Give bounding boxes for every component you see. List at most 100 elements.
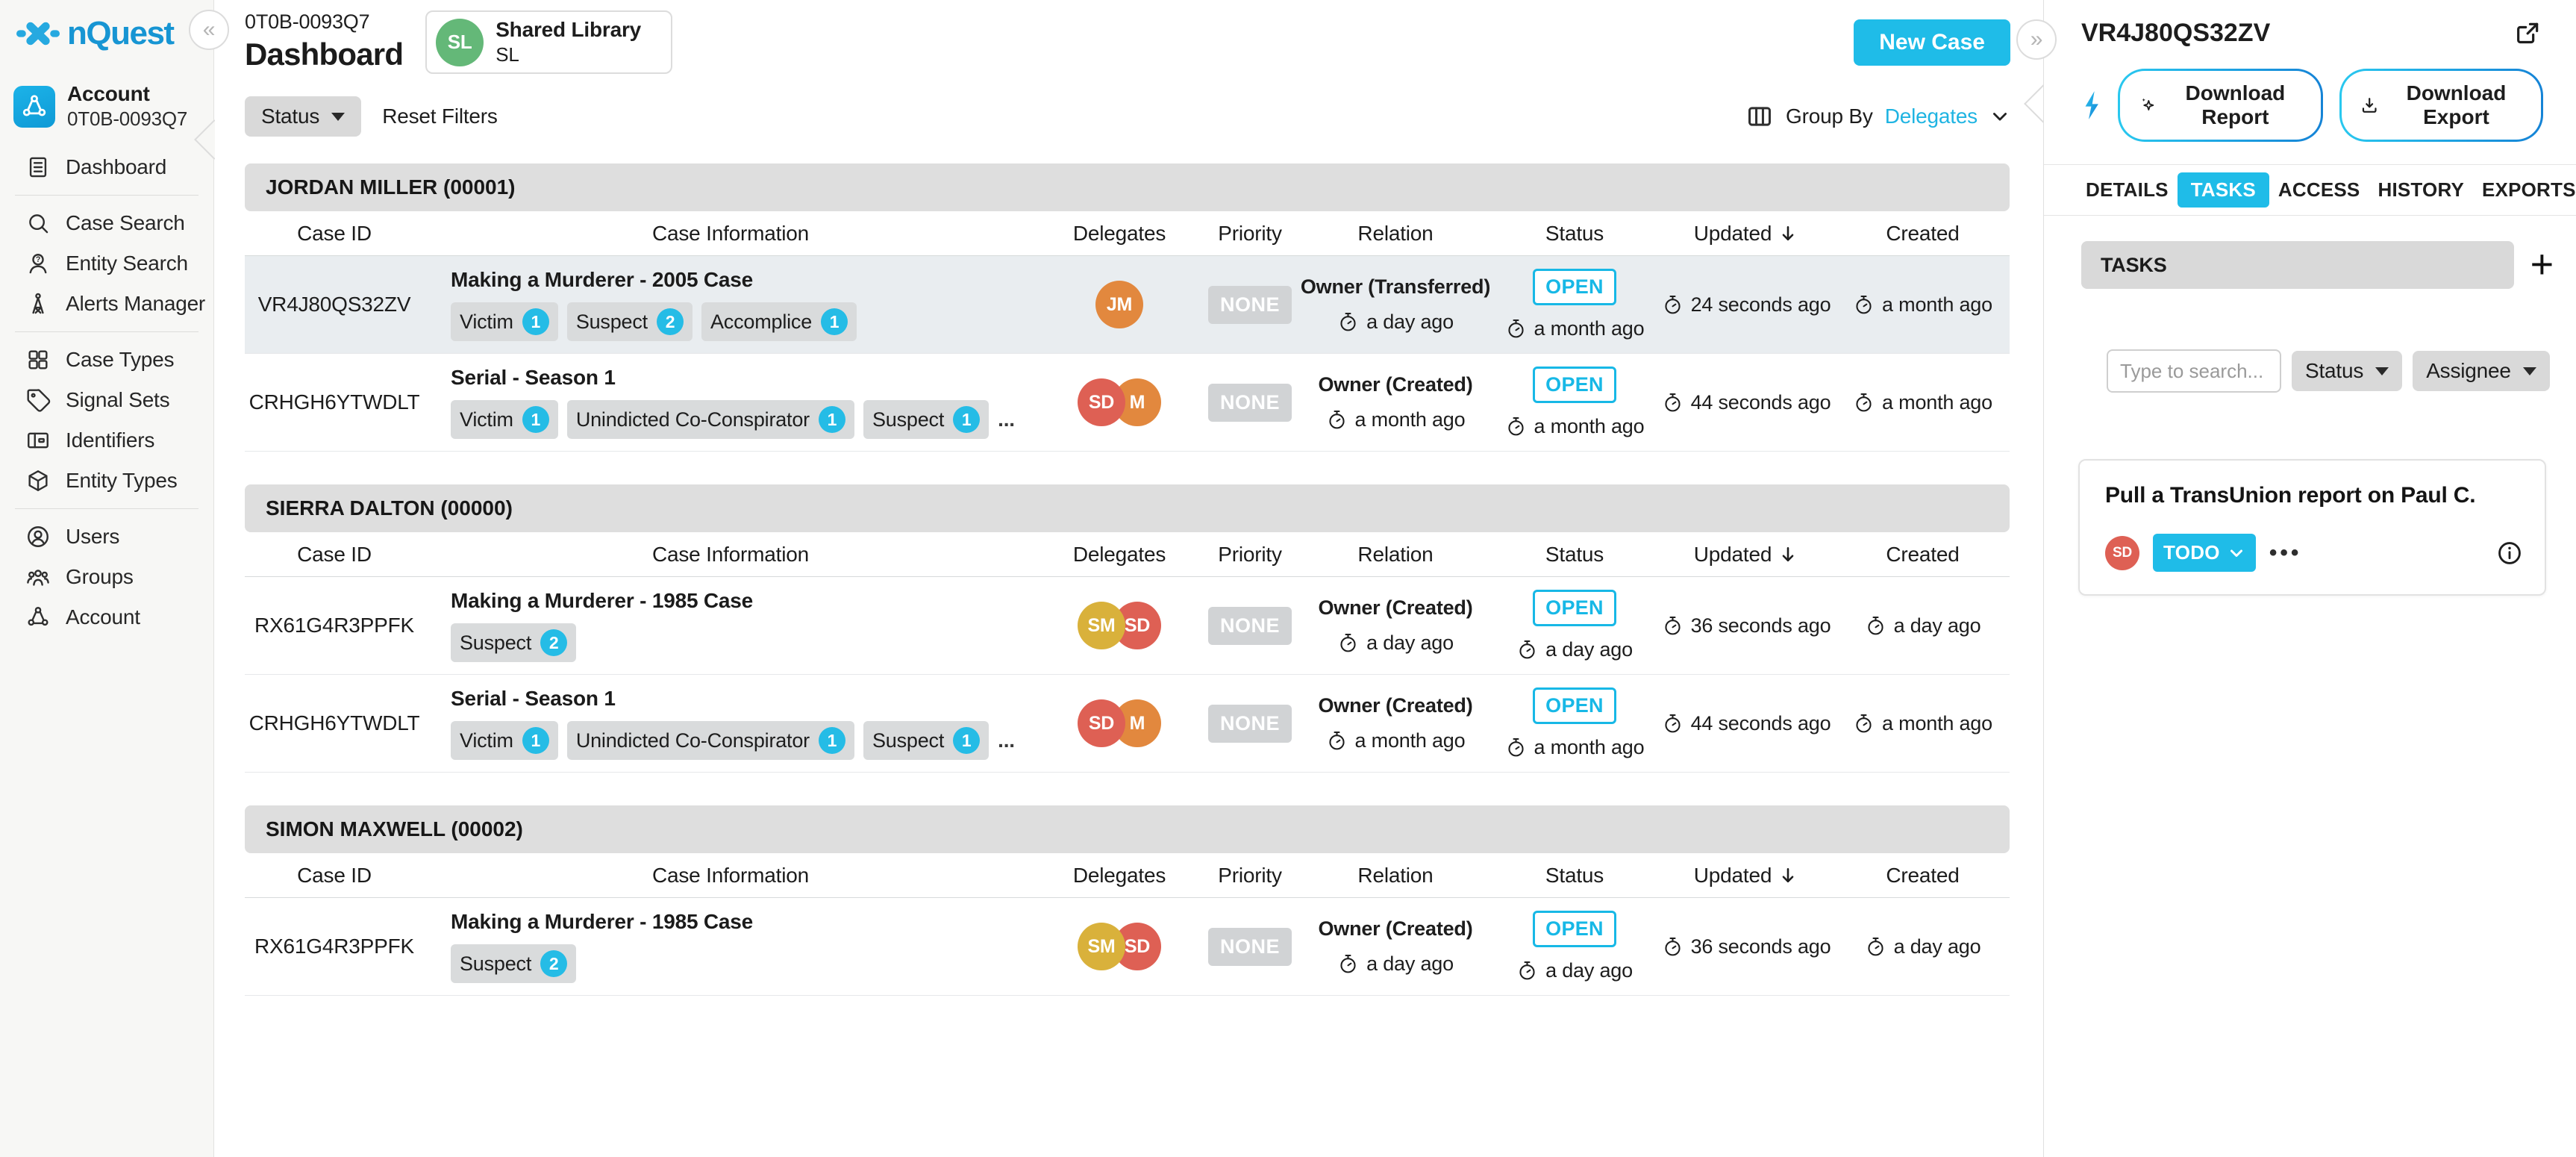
priority-badge: NONE [1207,927,1292,966]
reset-filters-button[interactable]: Reset Filters [382,105,498,128]
case-row[interactable]: RX61G4R3PPFK Making a Murderer - 1985 Ca… [245,577,2010,675]
stopwatch-icon [1856,714,1872,732]
sidebar-item-case-search[interactable]: Case Search [0,203,213,243]
case-title: Serial - Season 1 [451,687,616,710]
tag-label: Suspect [872,408,945,431]
shared-library-card[interactable]: SL Shared Library SL [425,10,673,74]
task-status-button[interactable]: TODO [2153,534,2256,572]
delegate-avatar: SD [1078,699,1125,747]
tab-tasks[interactable]: TASKS [2177,172,2269,208]
tag-count-badge: 2 [540,950,568,977]
relation-cell: Owner (Created) a day ago [1298,917,1492,976]
case-tags: Suspect 2 [451,944,1022,983]
breadcrumb-account-id: 0T0B-0093Q7 [245,10,370,33]
tasks-section-header[interactable]: TASKS [2081,241,2514,289]
column-header-updated[interactable]: Updated [1657,222,1836,246]
status-cell: OPEN a month ago [1492,269,1657,340]
menu-divider [15,508,198,509]
account-title: Account [67,82,150,105]
sidebar-collapse-button[interactable]: « [189,10,229,50]
group-by-dropdown[interactable]: Group By Delegates [1745,102,2010,131]
download-export-button[interactable]: Download Export [2339,69,2543,142]
group-header[interactable]: JORDAN MILLER (00001) [245,163,2010,211]
sidebar-item-label: Entity Types [66,469,178,492]
sidebar-item-identifiers[interactable]: Identifiers [0,420,213,461]
tab-history[interactable]: HISTORY [2378,178,2464,201]
tag-label: Victim [460,310,513,333]
column-header: Case Information [651,542,809,566]
sidebar-item-label: Identifiers [66,428,155,452]
svg-text:?: ? [36,255,40,264]
new-case-button[interactable]: New Case [1854,19,2010,66]
tab-access[interactable]: ACCESS [2278,178,2360,201]
sort-descending-icon [1782,546,1794,561]
sidebar-item-label: Users [66,525,120,548]
status-cell: OPEN a month ago [1492,687,1657,759]
tag-count-badge: 1 [522,406,549,433]
tags-overflow-indicator: ... [998,408,1015,431]
case-row[interactable]: RX61G4R3PPFK Making a Murderer - 1985 Ca… [245,898,2010,996]
sidebar-item-label: Case Search [66,211,185,234]
sidebar-item-alerts-manager[interactable]: Alerts Manager [0,284,213,324]
task-status-dropdown[interactable]: Status [2292,351,2403,391]
tab-details[interactable]: DETAILS [2086,178,2169,201]
sidebar-item-groups[interactable]: Groups [0,557,213,597]
info-icon[interactable] [2495,539,2524,567]
sidebar-item-label: Alerts Manager [66,292,206,315]
column-header: Status [1545,221,1604,245]
task-search-input[interactable] [2107,349,2281,393]
panel-collapse-button[interactable]: » [2016,19,2057,60]
column-header: Delegates [1072,542,1166,566]
sidebar-item-case-types[interactable]: Case Types [0,340,213,380]
caret-down-icon [331,112,346,121]
sidebar-item-entity-search[interactable]: ? Entity Search [0,243,213,284]
column-header: Status [1545,542,1604,566]
priority-badge: NONE [1207,704,1292,743]
case-row[interactable]: VR4J80QS32ZV Making a Murderer - 2005 Ca… [245,256,2010,354]
relation-label: Owner (Created) [1318,917,1473,940]
group-header[interactable]: SIMON MAXWELL (00002) [245,805,2010,853]
download-report-button[interactable]: Download Report [2118,69,2323,142]
sidebar-item-entity-types[interactable]: Entity Types [0,461,213,501]
stopwatch-icon [1328,410,1345,429]
column-header-updated[interactable]: Updated [1657,543,1836,567]
case-row[interactable]: CRHGH6YTWDLT Serial - Season 1 Victim 1 Un… [245,354,2010,452]
case-group: JORDAN MILLER (00001) Case ID Case Infor… [245,163,2010,452]
delegates-cell: JM [1037,281,1201,328]
sidebar-item-dashboard[interactable]: Dashboard [0,147,213,187]
panel-actions: Download Report Download Export [2044,48,2576,164]
sidebar-item-signal-sets[interactable]: Signal Sets [0,380,213,420]
group-title: JORDAN MILLER (00001) [266,175,516,199]
open-external-icon[interactable] [2513,18,2543,48]
sidebar-menu: Dashboard Case Search ? Entity Search Al… [0,147,213,637]
menu-divider [15,331,198,332]
more-options-icon[interactable]: ••• [2269,540,2302,565]
column-header: Created [1886,221,1960,245]
add-task-button[interactable]: + [2530,244,2554,284]
relation-label: Owner (Created) [1318,596,1473,619]
filter-bar: Status Reset Filters Group By Delegates [245,96,2010,137]
sidebar-item-account[interactable]: Account [0,597,213,637]
tag-count-badge: 1 [953,406,981,433]
task-assignee-dropdown[interactable]: Assignee [2413,351,2550,391]
relation-cell: Owner (Transferred) a day ago [1298,275,1492,334]
column-header-updated[interactable]: Updated [1657,864,1836,888]
case-row[interactable]: CRHGH6YTWDLT Serial - Season 1 Victim 1 Un… [245,675,2010,773]
status-filter-dropdown[interactable]: Status [245,96,362,137]
column-header: Case ID [297,542,372,566]
account-card[interactable]: Account 0T0B-0093Q7 [13,82,213,131]
download-export-label: Download Export [2406,81,2507,128]
sidebar-item-label: Signal Sets [66,388,170,411]
table-header-row: Case ID Case Information Delegates Prior… [245,853,2010,898]
app-logo[interactable]: nQuest [0,0,213,52]
group-header[interactable]: SIERRA DALTON (00000) [245,484,2010,532]
tag-label: Suspect [575,310,648,333]
group-by-value: Delegates [1884,105,1978,128]
created-cell: a month ago [1836,712,2010,735]
case-id: CRHGH6YTWDLT [248,390,420,414]
panel-case-id: VR4J80QS32ZV [2081,18,2271,47]
sidebar-item-users[interactable]: Users [0,517,213,557]
tab-exports[interactable]: EXPORTS [2482,178,2576,201]
stopwatch-icon [1507,319,1524,338]
updated-cell: 36 seconds ago [1657,614,1836,637]
